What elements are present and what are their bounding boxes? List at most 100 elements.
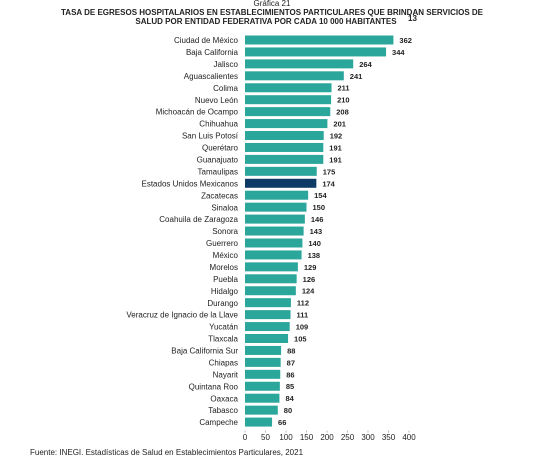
bar xyxy=(245,238,303,248)
bar xyxy=(245,119,328,129)
y-tick-label: Zacatecas xyxy=(201,191,238,200)
bar xyxy=(245,322,290,332)
value-label: 150 xyxy=(313,203,326,212)
value-label: 126 xyxy=(303,275,316,284)
bar xyxy=(245,310,291,320)
y-tick-label: Tabasco xyxy=(208,406,238,415)
value-label: 241 xyxy=(350,72,363,81)
value-label: 175 xyxy=(323,167,336,176)
bar xyxy=(245,154,324,164)
value-label: 124 xyxy=(302,287,315,296)
value-label: 210 xyxy=(337,96,350,105)
source: Fuente: INEGI. Estadísticas de Salud en … xyxy=(30,448,304,457)
value-label: 111 xyxy=(297,311,309,320)
value-label: 86 xyxy=(286,370,294,379)
y-tick-label: Aguascalientes xyxy=(184,72,238,81)
value-label: 344 xyxy=(392,48,405,57)
y-tick-label: Sonora xyxy=(212,227,238,236)
value-label: 191 xyxy=(329,143,342,152)
value-label: 66 xyxy=(278,418,286,427)
bar xyxy=(245,250,302,260)
bar xyxy=(245,214,305,224)
bar xyxy=(245,226,304,236)
chart-label: Gráfica 21 xyxy=(254,0,291,8)
y-tick-label: Tlaxcala xyxy=(208,335,238,344)
y-tick-label: Hidalgo xyxy=(211,287,239,296)
value-label: 112 xyxy=(297,299,309,308)
value-label: 138 xyxy=(308,251,321,260)
bar xyxy=(245,95,332,105)
bar xyxy=(245,345,282,355)
bar xyxy=(245,298,291,308)
y-tick-label: Campeche xyxy=(199,418,238,427)
y-tick-label: Veracruz de Ignacio de la Llave xyxy=(126,311,238,320)
y-tick-label: Coahuila de Zaragoza xyxy=(159,215,238,224)
value-label: 80 xyxy=(284,406,292,415)
bar xyxy=(245,107,331,117)
y-tick-label: Chiapas xyxy=(209,358,238,367)
value-label: 105 xyxy=(294,334,307,343)
x-tick-label: 200 xyxy=(320,433,334,442)
y-tick-label: México xyxy=(213,251,239,260)
bar xyxy=(245,369,281,379)
x-tick-label: 400 xyxy=(402,433,416,442)
y-tick-label: Baja California xyxy=(186,48,239,57)
bar xyxy=(245,83,332,93)
value-label: 154 xyxy=(314,191,327,200)
y-tick-label: Querétaro xyxy=(202,144,239,153)
y-tick-label: Yucatán xyxy=(209,323,238,332)
bar xyxy=(245,262,298,272)
value-label: 174 xyxy=(322,179,335,188)
bar xyxy=(245,35,394,45)
x-tick-label: 100 xyxy=(279,433,293,442)
y-tick-label: Sinaloa xyxy=(211,203,238,212)
y-tick-label: Puebla xyxy=(213,275,238,284)
x-tick-label: 350 xyxy=(382,433,396,442)
x-tick-label: 250 xyxy=(341,433,355,442)
y-tick-label: Quintana Roo xyxy=(189,382,239,391)
bar xyxy=(245,131,324,141)
bar xyxy=(245,178,317,188)
value-label: 88 xyxy=(287,346,295,355)
bar xyxy=(245,59,354,69)
y-tick-label: Baja California Sur xyxy=(171,347,238,356)
bar xyxy=(245,166,317,176)
bar xyxy=(245,393,280,403)
y-tick-label: Nuevo León xyxy=(195,96,238,105)
bar xyxy=(245,334,289,343)
y-tick-label: Ciudad de México xyxy=(174,36,239,45)
value-label: 264 xyxy=(359,60,372,69)
y-tick-label: Colima xyxy=(213,84,238,93)
bar xyxy=(245,71,344,81)
value-label: 362 xyxy=(399,36,412,45)
bar xyxy=(245,274,297,284)
x-tick-label: 300 xyxy=(361,433,375,442)
chart-title: TASA DE EGRESOS HOSPITALARIOS EN ESTABLE… xyxy=(61,8,484,17)
bar xyxy=(245,202,307,212)
y-tick-label: Chihuahua xyxy=(199,120,238,129)
value-label: 84 xyxy=(285,394,294,403)
bar xyxy=(245,357,281,367)
x-tick-label: 0 xyxy=(243,433,248,442)
y-tick-label: Guanajuato xyxy=(197,156,239,165)
value-label: 85 xyxy=(286,382,294,391)
y-tick-label: Estados Unidos Mexicanos xyxy=(142,179,239,188)
y-tick-label: Jalisco xyxy=(214,60,239,69)
bar xyxy=(245,286,296,296)
title-note: 13 xyxy=(408,14,417,23)
value-label: 140 xyxy=(308,239,321,248)
value-label: 211 xyxy=(338,84,350,93)
x-tick-label: 50 xyxy=(261,433,270,442)
chart-title: SALUD POR ENTIDAD FEDERATIVA POR CADA 10… xyxy=(135,17,397,26)
value-label: 143 xyxy=(310,227,323,236)
y-tick-label: Michoacán de Ocampo xyxy=(156,108,239,117)
y-tick-label: San Luis Potosí xyxy=(182,132,239,141)
bar xyxy=(245,417,273,427)
value-label: 208 xyxy=(336,108,349,117)
y-tick-label: Nayarit xyxy=(213,370,239,379)
value-label: 129 xyxy=(304,263,317,272)
value-label: 87 xyxy=(287,358,295,367)
bar xyxy=(245,190,309,200)
bar xyxy=(245,47,387,57)
y-tick-label: Guerrero xyxy=(206,239,239,248)
